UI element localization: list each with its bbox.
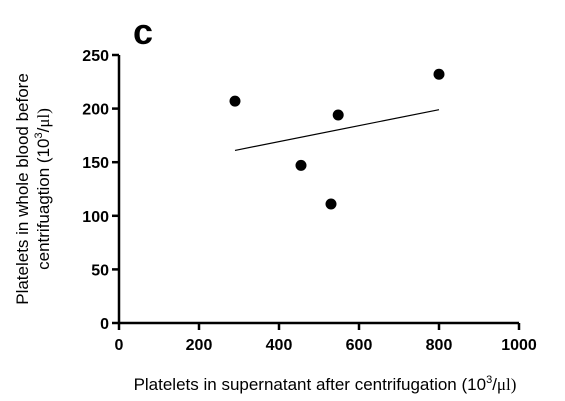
panel-label: c [133, 11, 153, 52]
y-tick-label: 250 [82, 48, 109, 65]
y-tick-label: 150 [82, 155, 109, 172]
x-tick-label: 400 [266, 337, 293, 354]
x-ticks: 0 200 400 600 800 1000 [115, 323, 537, 354]
y-tick-label: 50 [91, 262, 109, 279]
x-tick-label: 200 [186, 337, 213, 354]
x-tick-label: 800 [426, 337, 453, 354]
data-point [325, 198, 337, 210]
y-axis-label-line2: centrifuagtion (103/μl) [33, 108, 53, 270]
y-tick-label: 200 [82, 102, 109, 119]
regression-line [234, 109, 440, 151]
x-tick-label: 600 [346, 337, 373, 354]
x-axis-label: Platelets in supernatant after centrifug… [134, 374, 517, 394]
x-tick-label: 1000 [501, 337, 537, 354]
x-tick-label: 0 [115, 337, 124, 354]
axes [117, 55, 519, 325]
data-point [332, 109, 344, 121]
data-point [295, 159, 307, 171]
y-tick-label: 100 [82, 209, 109, 226]
data-points [229, 68, 445, 210]
y-axis-label-line1: Platelets in whole blood before [13, 73, 32, 305]
data-point [229, 95, 241, 107]
data-point [433, 68, 445, 80]
regression-line-group [234, 109, 440, 151]
y-tick-label: 0 [100, 316, 109, 333]
y-ticks: 0 50 100 150 200 250 [82, 48, 119, 333]
y-axis-label: Platelets in whole blood before centrifu… [13, 73, 53, 305]
